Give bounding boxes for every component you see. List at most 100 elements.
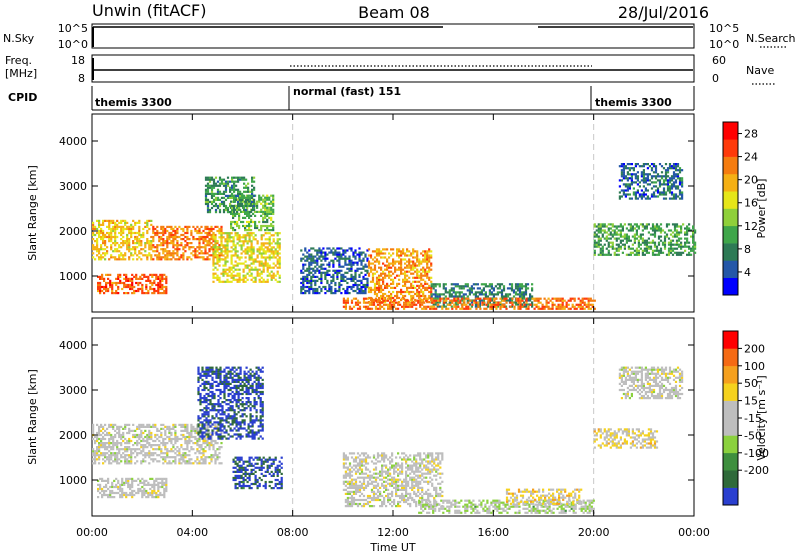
heatmap-cell	[182, 238, 184, 240]
heatmap-cell	[489, 306, 491, 308]
heatmap-cell	[349, 306, 351, 308]
heatmap-cell	[316, 254, 318, 256]
heatmap-cell	[261, 263, 263, 265]
heatmap-cell	[214, 263, 216, 265]
heatmap-cell	[385, 304, 387, 306]
heatmap-cell	[194, 252, 196, 254]
heatmap-cell	[206, 444, 208, 446]
heatmap-cell	[400, 258, 402, 260]
heatmap-cell	[302, 258, 304, 260]
heatmap-cell	[170, 434, 172, 436]
heatmap-cell	[134, 252, 136, 254]
heatmap-cell	[235, 265, 237, 267]
heatmap-cell	[249, 269, 251, 271]
heatmap-cell	[100, 254, 102, 256]
heatmap-cell	[223, 203, 225, 205]
freq-tick-bottom: 8	[78, 72, 85, 85]
heatmap-cell	[318, 256, 320, 258]
heatmap-cell	[225, 183, 227, 185]
heatmap-cell	[374, 261, 376, 263]
heatmap-cell	[178, 256, 180, 258]
heatmap-cell	[206, 442, 208, 444]
heatmap-cell	[674, 252, 676, 254]
heatmap-cell	[206, 228, 208, 230]
heatmap-cell	[340, 274, 342, 276]
heatmap-cell	[336, 276, 338, 278]
heatmap-cell	[229, 271, 231, 273]
heatmap-cell	[204, 248, 206, 250]
heatmap-cell	[239, 281, 241, 283]
heatmap-cell	[375, 298, 377, 300]
heatmap-cell	[196, 256, 198, 258]
heatmap-cell	[491, 287, 493, 289]
heatmap-cell	[666, 225, 668, 227]
heatmap-cell	[453, 300, 455, 302]
heatmap-cell	[433, 283, 435, 285]
heatmap-cell	[140, 236, 142, 238]
heatmap-cell	[124, 224, 126, 226]
heatmap-cell	[100, 238, 102, 240]
heatmap-cell	[196, 448, 198, 450]
heatmap-cell	[269, 250, 271, 252]
heatmap-cell	[385, 300, 387, 302]
heatmap-cell	[684, 238, 686, 240]
heatmap-cell	[662, 242, 664, 244]
heatmap-cell	[554, 304, 556, 306]
heatmap-cell	[308, 258, 310, 260]
heatmap-cell	[316, 249, 318, 251]
heatmap-cell	[463, 300, 465, 302]
heatmap-cell	[144, 222, 146, 224]
heatmap-cell	[268, 209, 270, 211]
heatmap-cell	[523, 297, 525, 299]
heatmap-cell	[116, 226, 118, 228]
heatmap-cell	[272, 213, 274, 215]
heatmap-cell	[378, 291, 380, 293]
heatmap-cell	[656, 248, 658, 250]
heatmap-cell	[397, 304, 399, 306]
heatmap-cell	[148, 424, 150, 426]
heatmap-cell	[138, 232, 140, 234]
heatmap-cell	[210, 444, 212, 446]
heatmap-cell	[216, 258, 218, 260]
heatmap-cell	[314, 292, 316, 294]
heatmap-cell	[174, 424, 176, 426]
heatmap-cell	[119, 282, 121, 284]
heatmap-cell	[206, 244, 208, 246]
heatmap-cell	[140, 452, 142, 454]
heatmap-cell	[204, 462, 206, 464]
heatmap-cell	[400, 269, 402, 271]
heatmap-cell	[255, 258, 257, 260]
heatmap-cell	[135, 282, 137, 284]
heatmap-cell	[264, 201, 266, 203]
heatmap-cell	[216, 246, 218, 248]
heatmap-cell	[473, 283, 475, 285]
heatmap-cell	[310, 280, 312, 282]
heatmap-cell	[112, 440, 114, 442]
heatmap-cell	[229, 187, 231, 189]
heatmap-cell	[142, 248, 144, 250]
heatmap-cell	[600, 223, 602, 225]
heatmap-cell	[357, 304, 359, 306]
heatmap-cell	[99, 292, 101, 294]
heatmap-cell	[128, 454, 130, 456]
heatmap-cell	[140, 462, 142, 464]
heatmap-cell	[634, 250, 636, 252]
heatmap-cell	[212, 228, 214, 230]
heatmap-cell	[646, 227, 648, 229]
heatmap-cell	[164, 254, 166, 256]
heatmap-cell	[226, 261, 228, 263]
heatmap-cell	[381, 298, 383, 300]
heatmap-cell	[208, 456, 210, 458]
heatmap-cell	[150, 434, 152, 436]
heatmap-cell	[178, 450, 180, 452]
heatmap-cell	[564, 306, 566, 308]
heatmap-cell	[122, 240, 124, 242]
heatmap-cell	[314, 266, 316, 268]
heatmap-cell	[619, 165, 621, 167]
heatmap-cell	[210, 238, 212, 240]
heatmap-cell	[310, 260, 312, 262]
heatmap-cell	[237, 281, 239, 283]
heatmap-cell	[202, 246, 204, 248]
heatmap-cell	[212, 454, 214, 456]
heatmap-cell	[386, 287, 388, 289]
